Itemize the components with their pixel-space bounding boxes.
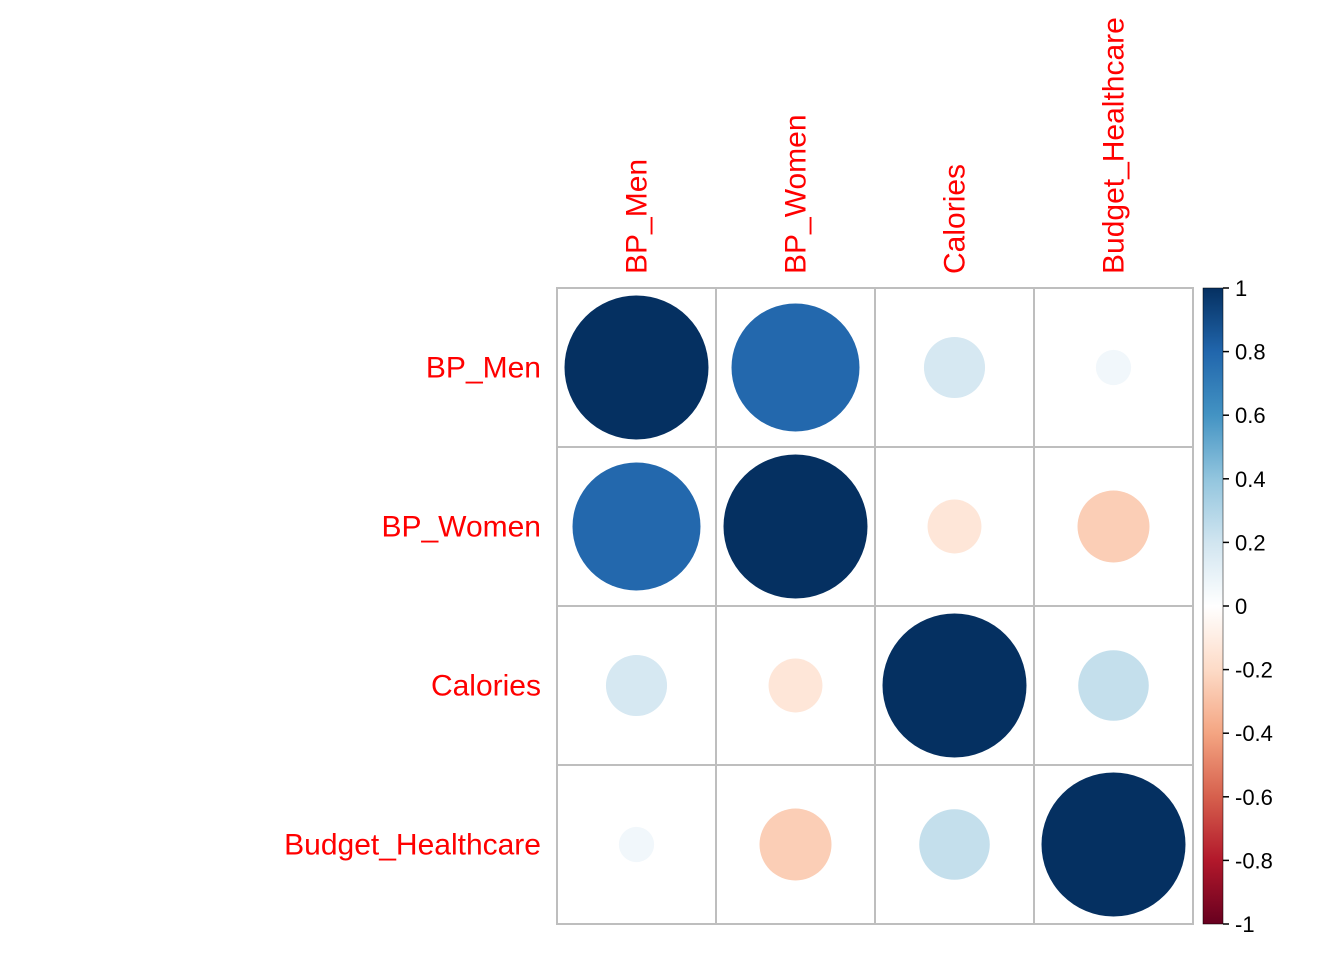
- colorbar-tick-label: 0.4: [1235, 467, 1266, 492]
- correlation-circle: [572, 462, 701, 591]
- correlation-circle: [618, 826, 655, 863]
- correlation-circle: [1077, 490, 1150, 563]
- correlation-circle: [1078, 650, 1149, 721]
- column-label: Budget_Healthcare: [1098, 17, 1131, 274]
- cells: [556, 287, 1194, 925]
- colorbar-tick-label: 0.2: [1235, 530, 1266, 555]
- correlation-circle: [564, 295, 709, 440]
- correlation-circle: [927, 499, 982, 554]
- colorbar-tick-label: 0.6: [1235, 403, 1266, 428]
- colorbar-tick-label: -0.4: [1235, 721, 1273, 746]
- correlation-circle: [1095, 349, 1132, 386]
- correlation-circle: [723, 454, 868, 599]
- column-label: Calories: [939, 164, 972, 274]
- colorbar-tick-label: -1: [1235, 912, 1255, 937]
- colorbar-tick-label: 0.8: [1235, 340, 1266, 365]
- colorbar-tick-label: 1: [1235, 276, 1247, 301]
- column-labels: BP_Men BP_Women Calories Budget_Healthcare: [621, 17, 1131, 274]
- correlation-circle: [605, 654, 668, 717]
- colorbar-gradient: [1202, 287, 1224, 925]
- correlation-circle: [919, 809, 990, 880]
- correlation-circle: [759, 808, 832, 881]
- colorbar-tick-label: -0.8: [1235, 848, 1273, 873]
- correlation-circle: [923, 336, 986, 399]
- correlation-circle: [768, 658, 823, 713]
- colorbar-tick-label: -0.2: [1235, 658, 1273, 683]
- correlation-circle: [882, 613, 1027, 758]
- row-label: Budget_Healthcare: [284, 829, 541, 862]
- row-label: BP_Women: [381, 511, 541, 544]
- row-labels: BP_Men BP_Women Calories Budget_Healthcare: [284, 352, 541, 862]
- colorbar: 1 0.8 0.6 0.4 0.2 0 -0.2 -0.4 -0.6 -0.8 -1: [1202, 276, 1273, 937]
- correlation-circle: [731, 303, 860, 432]
- grid-cell: [1033, 764, 1194, 925]
- row-label: Calories: [431, 670, 541, 703]
- colorbar-tick-label: 0: [1235, 594, 1247, 619]
- correlation-circle: [1041, 772, 1186, 917]
- row-label: BP_Men: [426, 352, 541, 385]
- column-label: BP_Men: [621, 159, 654, 274]
- colorbar-tick-label: -0.6: [1235, 785, 1273, 810]
- column-label: BP_Women: [780, 114, 813, 274]
- circles: [564, 295, 1186, 917]
